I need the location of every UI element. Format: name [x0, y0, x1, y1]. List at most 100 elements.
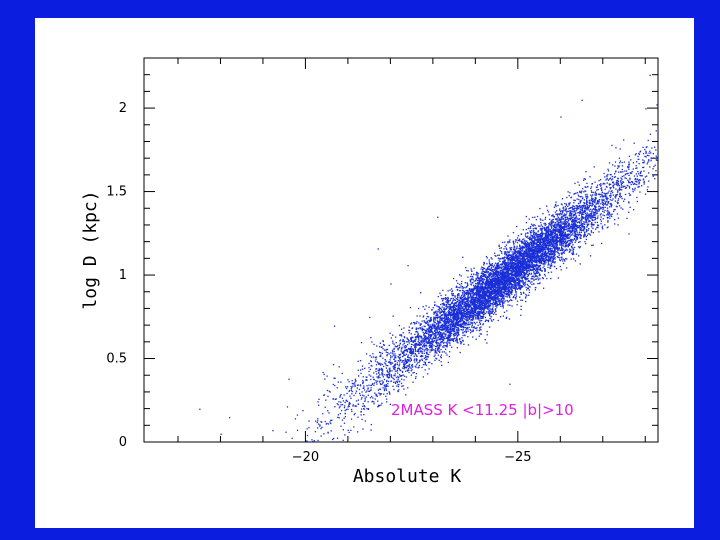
density-point	[584, 178, 586, 180]
density-point	[356, 384, 359, 386]
density-point	[446, 315, 448, 317]
density-point	[632, 191, 634, 193]
density-point	[347, 429, 349, 431]
density-point	[520, 263, 522, 265]
density-point	[449, 319, 451, 321]
density-point	[401, 375, 403, 377]
density-point	[618, 165, 620, 167]
density-point	[541, 225, 544, 228]
density-point	[397, 345, 399, 347]
density-point	[458, 334, 460, 336]
density-point	[580, 207, 582, 209]
density-point	[362, 394, 364, 396]
density-point	[540, 224, 542, 226]
density-point	[540, 229, 542, 231]
density-point	[467, 318, 469, 320]
density-point	[509, 239, 511, 241]
density-point	[462, 320, 465, 322]
density-point	[639, 191, 641, 193]
density-point	[519, 288, 521, 291]
density-point	[546, 242, 548, 244]
density-point	[616, 180, 618, 182]
density-point	[548, 238, 551, 240]
density-point	[435, 323, 438, 325]
density-point	[399, 356, 401, 359]
density-point	[571, 241, 573, 243]
density-point	[627, 167, 629, 169]
density-point	[641, 175, 643, 177]
density-point	[527, 280, 529, 282]
density-point	[481, 275, 484, 277]
density-point	[439, 313, 441, 315]
density-point	[513, 253, 515, 255]
density-point	[408, 357, 410, 359]
density-point	[490, 309, 492, 311]
density-point	[463, 293, 465, 295]
density-point	[566, 224, 569, 226]
density-point	[507, 242, 509, 244]
density-point	[415, 327, 417, 330]
density-point	[488, 309, 490, 312]
density-point	[579, 202, 582, 204]
density-point	[466, 283, 469, 285]
density-point	[616, 194, 618, 196]
density-point	[571, 206, 573, 209]
density-point	[397, 375, 399, 378]
density-point	[456, 335, 459, 337]
density-point	[408, 369, 410, 371]
density-point	[442, 327, 444, 330]
density-point	[537, 279, 540, 281]
density-point	[522, 271, 524, 273]
density-point	[390, 357, 392, 359]
density-point	[584, 217, 586, 219]
density-point	[482, 299, 484, 302]
density-point	[455, 309, 457, 311]
density-point	[524, 241, 527, 243]
density-point	[485, 271, 487, 273]
density-point	[459, 351, 461, 354]
data-point	[369, 316, 371, 319]
density-point	[357, 431, 359, 433]
density-point	[413, 355, 415, 357]
density-point	[539, 232, 542, 235]
density-point	[576, 225, 578, 227]
density-point	[425, 352, 428, 354]
density-point	[518, 287, 521, 290]
density-point	[580, 192, 583, 194]
density-point	[632, 168, 634, 170]
density-point	[436, 312, 438, 315]
density-point	[617, 202, 619, 205]
density-point	[395, 357, 397, 359]
density-point	[502, 291, 504, 293]
density-point	[400, 350, 402, 352]
density-point	[592, 200, 594, 202]
density-point	[452, 305, 455, 307]
density-point	[464, 295, 466, 297]
density-point	[556, 255, 558, 258]
density-point	[338, 366, 340, 368]
density-point	[628, 211, 630, 213]
density-point	[644, 193, 647, 195]
density-point	[483, 271, 486, 273]
density-point	[484, 296, 486, 298]
density-point	[605, 195, 607, 197]
density-point	[448, 309, 450, 312]
density-point	[487, 311, 489, 313]
density-point	[451, 323, 453, 325]
density-point	[478, 330, 480, 332]
density-point	[503, 259, 505, 261]
density-point	[414, 344, 416, 346]
density-point	[348, 389, 351, 392]
density-point	[582, 225, 585, 227]
density-point	[541, 253, 543, 256]
density-point	[619, 160, 622, 162]
density-point	[544, 275, 546, 277]
density-point	[412, 341, 414, 343]
density-point	[423, 320, 425, 322]
density-point	[448, 355, 450, 358]
density-point	[578, 221, 580, 223]
density-point	[440, 334, 442, 336]
density-point	[526, 246, 529, 248]
density-point	[397, 349, 399, 351]
density-point	[377, 377, 379, 379]
